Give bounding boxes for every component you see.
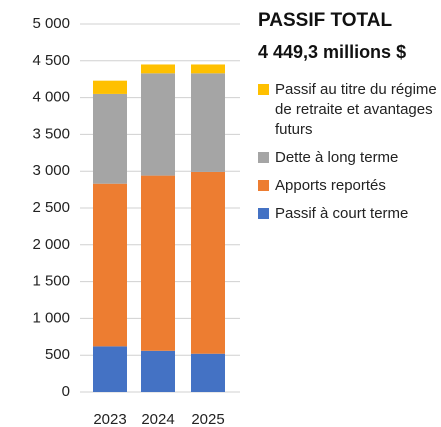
y-tick-label: 4 000 <box>32 89 70 106</box>
chart-title: PASSIF TOTAL <box>258 10 393 31</box>
y-tick-label: 500 <box>45 346 70 363</box>
y-tick-label: 1 500 <box>32 273 70 290</box>
bar-segment <box>141 350 175 392</box>
legend-label: Dette à long terme <box>275 149 399 166</box>
bar-segment <box>191 73 225 172</box>
bar-segment <box>93 93 127 184</box>
chart-subtitle: 4 449,3 millions $ <box>258 42 407 62</box>
y-tick-label: 2 500 <box>32 199 70 216</box>
bar-segment <box>191 171 225 354</box>
legend: Passif au titre du régime de retraite et… <box>258 80 441 232</box>
bar-segment <box>191 64 225 74</box>
bar-segment <box>141 175 175 351</box>
bar-segment <box>141 64 175 74</box>
legend-label: Apports reportés <box>275 177 386 194</box>
y-tick-label: 0 <box>62 383 70 400</box>
legend-item: Apports reportés <box>258 176 441 196</box>
legend-item: Passif au titre du régime de retraite et… <box>258 80 441 140</box>
legend-swatch <box>258 180 269 191</box>
y-tick-label: 2 000 <box>32 236 70 253</box>
x-tick-label: 2025 <box>191 411 224 427</box>
legend-swatch <box>258 152 269 163</box>
bar-segment <box>141 73 175 176</box>
legend-item: Dette à long terme <box>258 148 441 168</box>
bar-segment <box>191 353 225 392</box>
y-tick-label: 5 000 <box>32 15 70 32</box>
legend-swatch <box>258 208 269 219</box>
x-tick-label: 2023 <box>93 411 126 427</box>
x-tick-label: 2024 <box>141 411 174 427</box>
y-tick-label: 1 000 <box>32 309 70 326</box>
y-tick-label: 3 000 <box>32 162 70 179</box>
bar-segment <box>93 80 127 94</box>
y-tick-label: 3 500 <box>32 125 70 142</box>
legend-swatch <box>258 84 269 95</box>
bar-segment <box>93 183 127 347</box>
chart: 0 500 1 000 1 500 2 000 2 500 3 000 3 500 4 000 4… <box>32 15 240 427</box>
legend-label: Passif à court terme <box>275 205 409 222</box>
legend-item: Passif à court terme <box>258 204 441 224</box>
y-tick-label: 4 500 <box>32 52 70 69</box>
legend-label: Passif au titre du régime de retraite et… <box>275 81 437 138</box>
bar-segment <box>93 346 127 392</box>
